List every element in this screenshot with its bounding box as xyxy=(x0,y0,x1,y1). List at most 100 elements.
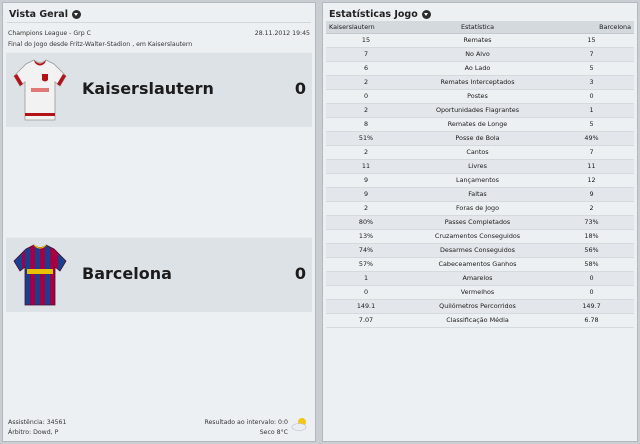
table-row: 2 Foras de Jogo 2 xyxy=(326,201,634,216)
divider xyxy=(7,22,311,23)
column-header-home[interactable]: Kaiserslautern xyxy=(326,21,406,34)
chevron-down-icon[interactable] xyxy=(421,9,431,19)
stat-home-value: 80% xyxy=(326,215,406,230)
stat-label: Vermelhos xyxy=(406,285,549,300)
stat-home-value: 2 xyxy=(326,145,406,160)
stat-away-value: 73% xyxy=(549,215,634,230)
stat-away-value: 5 xyxy=(549,117,634,132)
home-team-name[interactable]: Kaiserslautern xyxy=(82,79,214,98)
stat-home-value: 6 xyxy=(326,61,406,76)
stat-home-value: 2 xyxy=(326,103,406,118)
column-header-away[interactable]: Barcelona xyxy=(549,21,634,34)
stat-label: Lançamentos xyxy=(406,173,549,188)
stat-home-value: 1 xyxy=(326,271,406,286)
venue-label: Final do Jogo desde Fritz-Walter-Stadion… xyxy=(8,41,193,48)
stat-home-value: 2 xyxy=(326,201,406,216)
stat-home-value: 149.1 xyxy=(326,299,406,314)
stat-label: Cruzamentos Conseguidos xyxy=(406,229,549,244)
stat-home-value: 57% xyxy=(326,257,406,272)
table-row: 15 Remates 15 xyxy=(326,33,634,48)
away-team-name[interactable]: Barcelona xyxy=(82,264,172,283)
stat-label: Cabeceamentos Ganhos xyxy=(406,257,549,272)
table-row: 6 Ao Lado 5 xyxy=(326,61,634,76)
table-row: 51% Posse de Bola 49% xyxy=(326,131,634,146)
stat-label: Oportunidades Flagrantes xyxy=(406,103,549,118)
stat-home-value: 9 xyxy=(326,187,406,202)
stat-label: Ao Lado xyxy=(406,61,549,76)
table-row: 8 Remates de Longe 5 xyxy=(326,117,634,132)
stat-home-value: 7.07 xyxy=(326,313,406,328)
stat-home-value: 51% xyxy=(326,131,406,146)
competition-label: Champions League - Grp C xyxy=(8,30,91,37)
stat-away-value: 49% xyxy=(549,131,634,146)
stat-home-value: 7 xyxy=(326,47,406,62)
stat-label: Passes Completados xyxy=(406,215,549,230)
stat-away-value: 5 xyxy=(549,61,634,76)
stat-home-value: 0 xyxy=(326,285,406,300)
match-stats-title[interactable]: Estatísticas Jogo xyxy=(329,7,431,21)
stat-home-value: 74% xyxy=(326,243,406,258)
table-row: 0 Vermelhos 0 xyxy=(326,285,634,300)
table-row: 7 No Alvo 7 xyxy=(326,47,634,62)
halftime-score-label: Resultado ao intervalo: 0:0 xyxy=(204,419,288,426)
stat-label: Classificação Média xyxy=(406,313,549,328)
stat-home-value: 15 xyxy=(326,33,406,48)
table-row: 57% Cabeceamentos Ganhos 58% xyxy=(326,257,634,272)
home-team-block[interactable]: Kaiserslautern 0 xyxy=(6,52,312,127)
stat-label: Desarmes Conseguidos xyxy=(406,243,549,258)
stat-label: Posse de Bola xyxy=(406,131,549,146)
stat-away-value: 7 xyxy=(549,145,634,160)
table-row: 2 Cantos 7 xyxy=(326,145,634,160)
stat-label: Livres xyxy=(406,159,549,174)
match-stats-table: Kaiserslautern Estatística Barcelona 15 R… xyxy=(326,21,634,328)
column-header-stat[interactable]: Estatística xyxy=(406,21,549,34)
stat-label: Postes xyxy=(406,89,549,104)
match-stats-body: 15 Remates 15 7 No Alvo 7 6 Ao Lado 5 2 Remates In… xyxy=(326,33,634,328)
table-row: 13% Cruzamentos Conseguidos 18% xyxy=(326,229,634,244)
stat-label: Quilómetros Percorridos xyxy=(406,299,549,314)
away-team-score: 0 xyxy=(294,264,306,283)
table-row: 9 Faltas 9 xyxy=(326,187,634,202)
stat-label: Remates de Longe xyxy=(406,117,549,132)
partly-cloudy-icon xyxy=(291,418,307,431)
match-date: 28.11.2012 19:45 xyxy=(254,30,310,37)
table-row: 2 Remates Interceptados 3 xyxy=(326,75,634,90)
match-stats-panel: Estatísticas Jogo Kaiserslautern Estatís… xyxy=(322,2,638,442)
chevron-down-icon[interactable] xyxy=(71,9,81,19)
weather-label: Seco 8°C xyxy=(259,429,288,436)
kaiserslautern-kit-icon xyxy=(13,59,67,121)
stat-label: Amarelos xyxy=(406,271,549,286)
table-row: 1 Amarelos 0 xyxy=(326,271,634,286)
stat-away-value: 0 xyxy=(549,285,634,300)
stat-away-value: 0 xyxy=(549,271,634,286)
table-header-row: Kaiserslautern Estatística Barcelona xyxy=(326,21,634,34)
stat-away-value: 56% xyxy=(549,243,634,258)
home-team-score: 0 xyxy=(294,79,306,98)
stat-home-value: 9 xyxy=(326,173,406,188)
barcelona-kit-icon xyxy=(13,244,67,306)
stat-label: Remates Interceptados xyxy=(406,75,549,90)
stat-away-value: 58% xyxy=(549,257,634,272)
table-row: 74% Desarmes Conseguidos 56% xyxy=(326,243,634,258)
stat-away-value: 18% xyxy=(549,229,634,244)
stat-away-value: 6.78 xyxy=(549,313,634,328)
stat-away-value: 15 xyxy=(549,33,634,48)
overview-title[interactable]: Vista Geral xyxy=(9,7,81,21)
table-row: 9 Lançamentos 12 xyxy=(326,173,634,188)
overview-title-label: Vista Geral xyxy=(9,8,68,20)
stat-home-value: 8 xyxy=(326,117,406,132)
stat-label: Cantos xyxy=(406,145,549,160)
stat-away-value: 3 xyxy=(549,75,634,90)
stat-home-value: 13% xyxy=(326,229,406,244)
match-stats-title-label: Estatísticas Jogo xyxy=(329,8,418,20)
stat-label: No Alvo xyxy=(406,47,549,62)
stat-away-value: 12 xyxy=(549,173,634,188)
away-team-block[interactable]: Barcelona 0 xyxy=(6,237,312,312)
table-row: 2 Oportunidades Flagrantes 1 xyxy=(326,103,634,118)
table-row: 149.1 Quilómetros Percorridos 149.7 xyxy=(326,299,634,314)
stat-away-value: 11 xyxy=(549,159,634,174)
table-row: 7.07 Classificação Média 6.78 xyxy=(326,313,634,328)
referee-label[interactable]: Árbitro: Dowd, P xyxy=(8,429,59,436)
attendance-label: Assistência: 34561 xyxy=(8,419,67,426)
stat-away-value: 0 xyxy=(549,89,634,104)
